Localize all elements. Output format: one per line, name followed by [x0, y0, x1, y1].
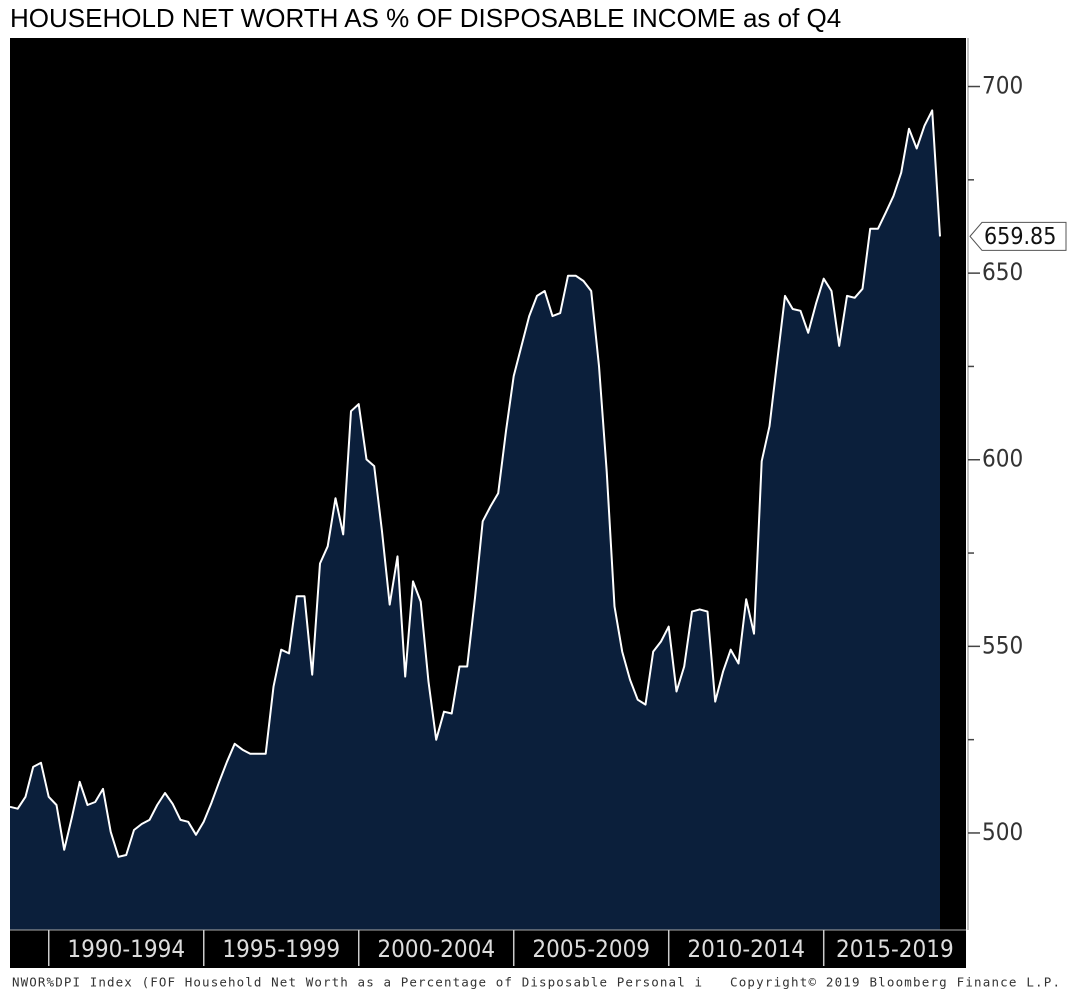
x-axis-area [10, 930, 966, 968]
y-tick-label: 650 [982, 258, 1023, 286]
x-tick-label: 1990-1994 [67, 935, 185, 963]
y-tick-label: 600 [982, 445, 1023, 473]
source: NWOR%DPI Index (FOF Household Net Worth … [12, 975, 702, 990]
x-tick-label: 2010-2014 [687, 935, 805, 963]
copyright: Copyright© 2019 Bloomberg Finance L.P. [730, 975, 1060, 990]
x-tick-label: 2005-2009 [532, 935, 650, 963]
y-tick-label: 550 [982, 631, 1023, 659]
x-tick-label: 2015-2019 [836, 935, 954, 963]
chart-title: HOUSEHOLD NET WORTH AS % OF DISPOSABLE I… [10, 3, 841, 33]
y-tick-label: 700 [982, 72, 1023, 100]
x-tick-label: 1995-1999 [222, 935, 340, 963]
x-tick-label: 2000-2004 [377, 935, 495, 963]
last-value-tag [969, 221, 1067, 251]
y-axis-area [966, 38, 1068, 930]
y-tick-label: 500 [982, 818, 1023, 846]
line [9, 109, 941, 858]
area [10, 110, 940, 930]
last-value-label: 659.85 [984, 224, 1056, 250]
